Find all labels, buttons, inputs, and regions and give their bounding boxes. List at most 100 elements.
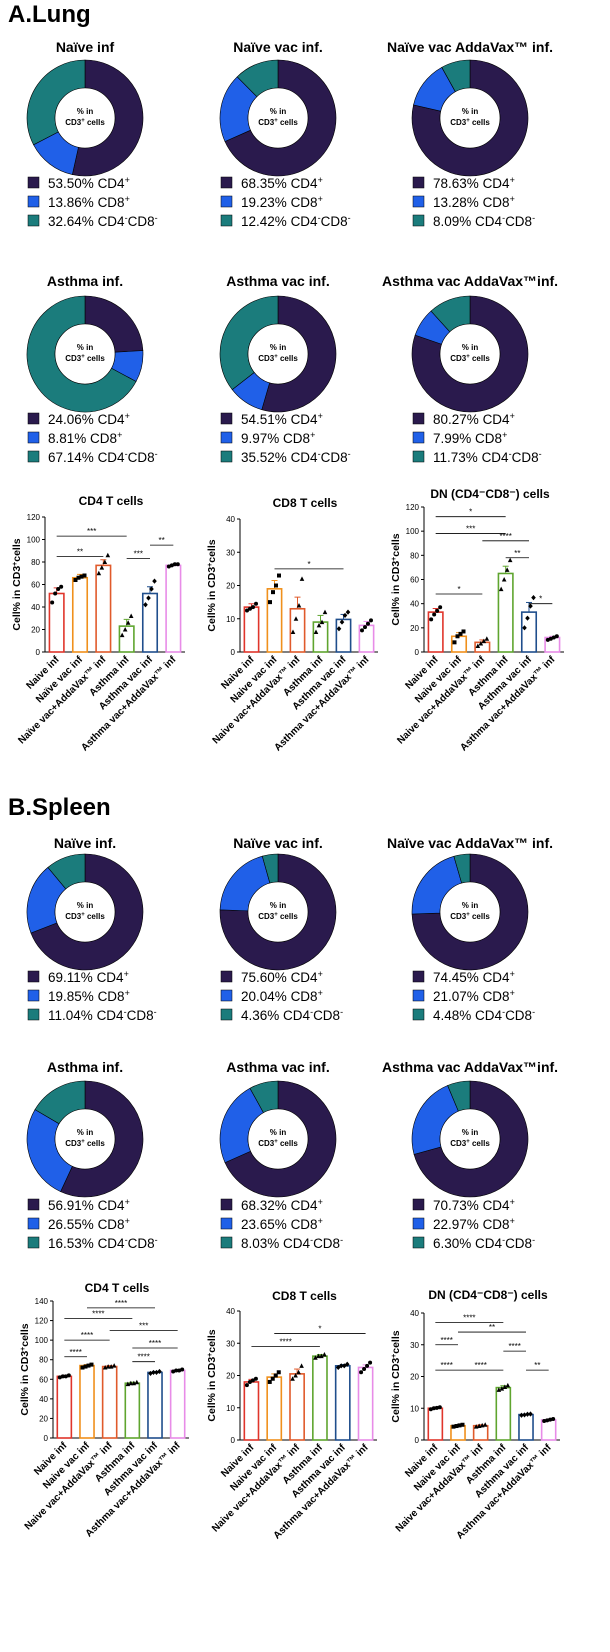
y-tick-label: 120 (406, 503, 420, 512)
donut-center-label: % in (462, 343, 479, 352)
donut-center-label: % in (270, 107, 287, 116)
legend-value: 26.55% (48, 1217, 94, 1232)
y-tick-label: 20 (31, 626, 40, 635)
donut-hole (54, 323, 116, 385)
superscript: - (340, 1235, 343, 1245)
legend-entry: 13.86% CD8+ (48, 194, 130, 210)
data-point (504, 567, 510, 572)
legend-name: CD8 (313, 1008, 340, 1023)
legend-name: CD4 (98, 1236, 125, 1251)
superscript: + (274, 354, 278, 360)
legend-entry: 56.91% CD4+ (48, 1197, 130, 1213)
superscript: + (81, 354, 85, 360)
data-point (169, 563, 174, 568)
data-point (149, 586, 154, 592)
significance-label: **** (149, 1339, 161, 1348)
donut-center-text: cells (85, 118, 106, 127)
bar (289, 607, 306, 653)
data-point (273, 1373, 278, 1378)
y-axis-label: Cell% in CD3+cells (19, 1323, 31, 1415)
legend-entry: 35.52% CD4-CD8- (241, 449, 351, 465)
y-axis-label-text: Cell% in CD3 (11, 566, 23, 631)
superscript: + (318, 194, 323, 204)
superscript: + (466, 118, 470, 124)
section-heading: A.Lung (8, 1, 91, 28)
legend-entry: 4.36% CD4-CD8- (241, 1007, 343, 1023)
legend-entry: 54.51% CD4+ (241, 411, 323, 427)
donut-center-text: cells (278, 1139, 299, 1148)
data-point (267, 1379, 272, 1384)
superscript: + (466, 354, 470, 360)
donut-title: Asthma vac AddaVax™inf. (382, 273, 558, 289)
bar-chart-title: CD8 T cells (272, 1289, 337, 1303)
donut-title: Asthma vac inf. (226, 273, 329, 289)
donut-center-text: CD3 (65, 912, 82, 921)
data-point (316, 622, 322, 628)
data-point (290, 1376, 295, 1381)
y-axis-label-text: Cell% in CD3 (390, 561, 402, 626)
y-tick-label: 60 (31, 581, 40, 590)
superscript: + (510, 175, 515, 185)
data-point (175, 562, 180, 567)
legend-name: CD4 (98, 214, 125, 229)
legend-value: 7.99% (433, 431, 471, 446)
data-point (322, 1352, 327, 1357)
data-point (128, 1380, 134, 1386)
legend-swatch (220, 1198, 233, 1211)
data-point (105, 1364, 111, 1369)
legend-swatch (412, 214, 425, 227)
data-point (172, 562, 177, 567)
legend-value: 80.27% (433, 412, 479, 427)
legend-name: CD8 (505, 1236, 532, 1251)
legend-swatch (27, 214, 40, 227)
donut-hole (54, 881, 116, 943)
superscript: - (502, 1007, 505, 1017)
superscript: - (509, 449, 512, 459)
legend-name: CD4 (283, 1008, 310, 1023)
donut-center-label: % in (270, 343, 287, 352)
legend-value: 24.06% (48, 412, 94, 427)
legend-entry: 11.73% CD4-CD8- (433, 449, 542, 465)
data-point (484, 636, 490, 641)
superscript: + (125, 411, 130, 421)
y-axis-label: Cell% in CD3+cells (206, 539, 218, 631)
data-point (363, 625, 367, 630)
data-point (548, 636, 553, 641)
donut-center-text: cells (278, 354, 299, 363)
legend-value: 11.73% (433, 450, 478, 465)
bar (147, 1371, 163, 1439)
donut-center-label: % in (462, 1128, 479, 1137)
superscript: - (124, 1007, 127, 1017)
superscript: + (274, 1139, 278, 1145)
donut-center-label: CD3+ cells (65, 354, 105, 363)
legend-value: 19.85% (48, 989, 94, 1004)
y-tick-label: 0 (231, 1436, 236, 1445)
y-axis-label: Cell% in CD3+cells (11, 538, 23, 630)
data-point (166, 564, 171, 569)
y-tick-label: 40 (226, 1307, 235, 1316)
y-tick-label: 30 (410, 1341, 419, 1350)
superscript: + (510, 969, 515, 979)
donut-hole (247, 87, 309, 149)
superscript: + (274, 912, 278, 918)
data-point (342, 612, 348, 619)
legend-name: CD4 (98, 450, 125, 465)
donut-title: Naïve vac inf. (233, 39, 323, 55)
legend-name: CD4 (291, 450, 318, 465)
bar-chart-title: CD4 T cells (79, 494, 144, 508)
donut-center-label: CD3+ cells (65, 118, 105, 127)
legend-entry: 68.32% CD4+ (241, 1197, 323, 1213)
superscript: - (125, 1235, 128, 1245)
legend-swatch (220, 214, 233, 227)
legend-swatch (27, 1008, 40, 1021)
superscript: + (81, 912, 85, 918)
donut-center-text: cells (470, 912, 491, 921)
bar (497, 572, 514, 653)
legend-swatch (27, 989, 40, 1002)
legend-name: CD8 (291, 195, 318, 210)
legend-value: 21.07% (433, 989, 479, 1004)
